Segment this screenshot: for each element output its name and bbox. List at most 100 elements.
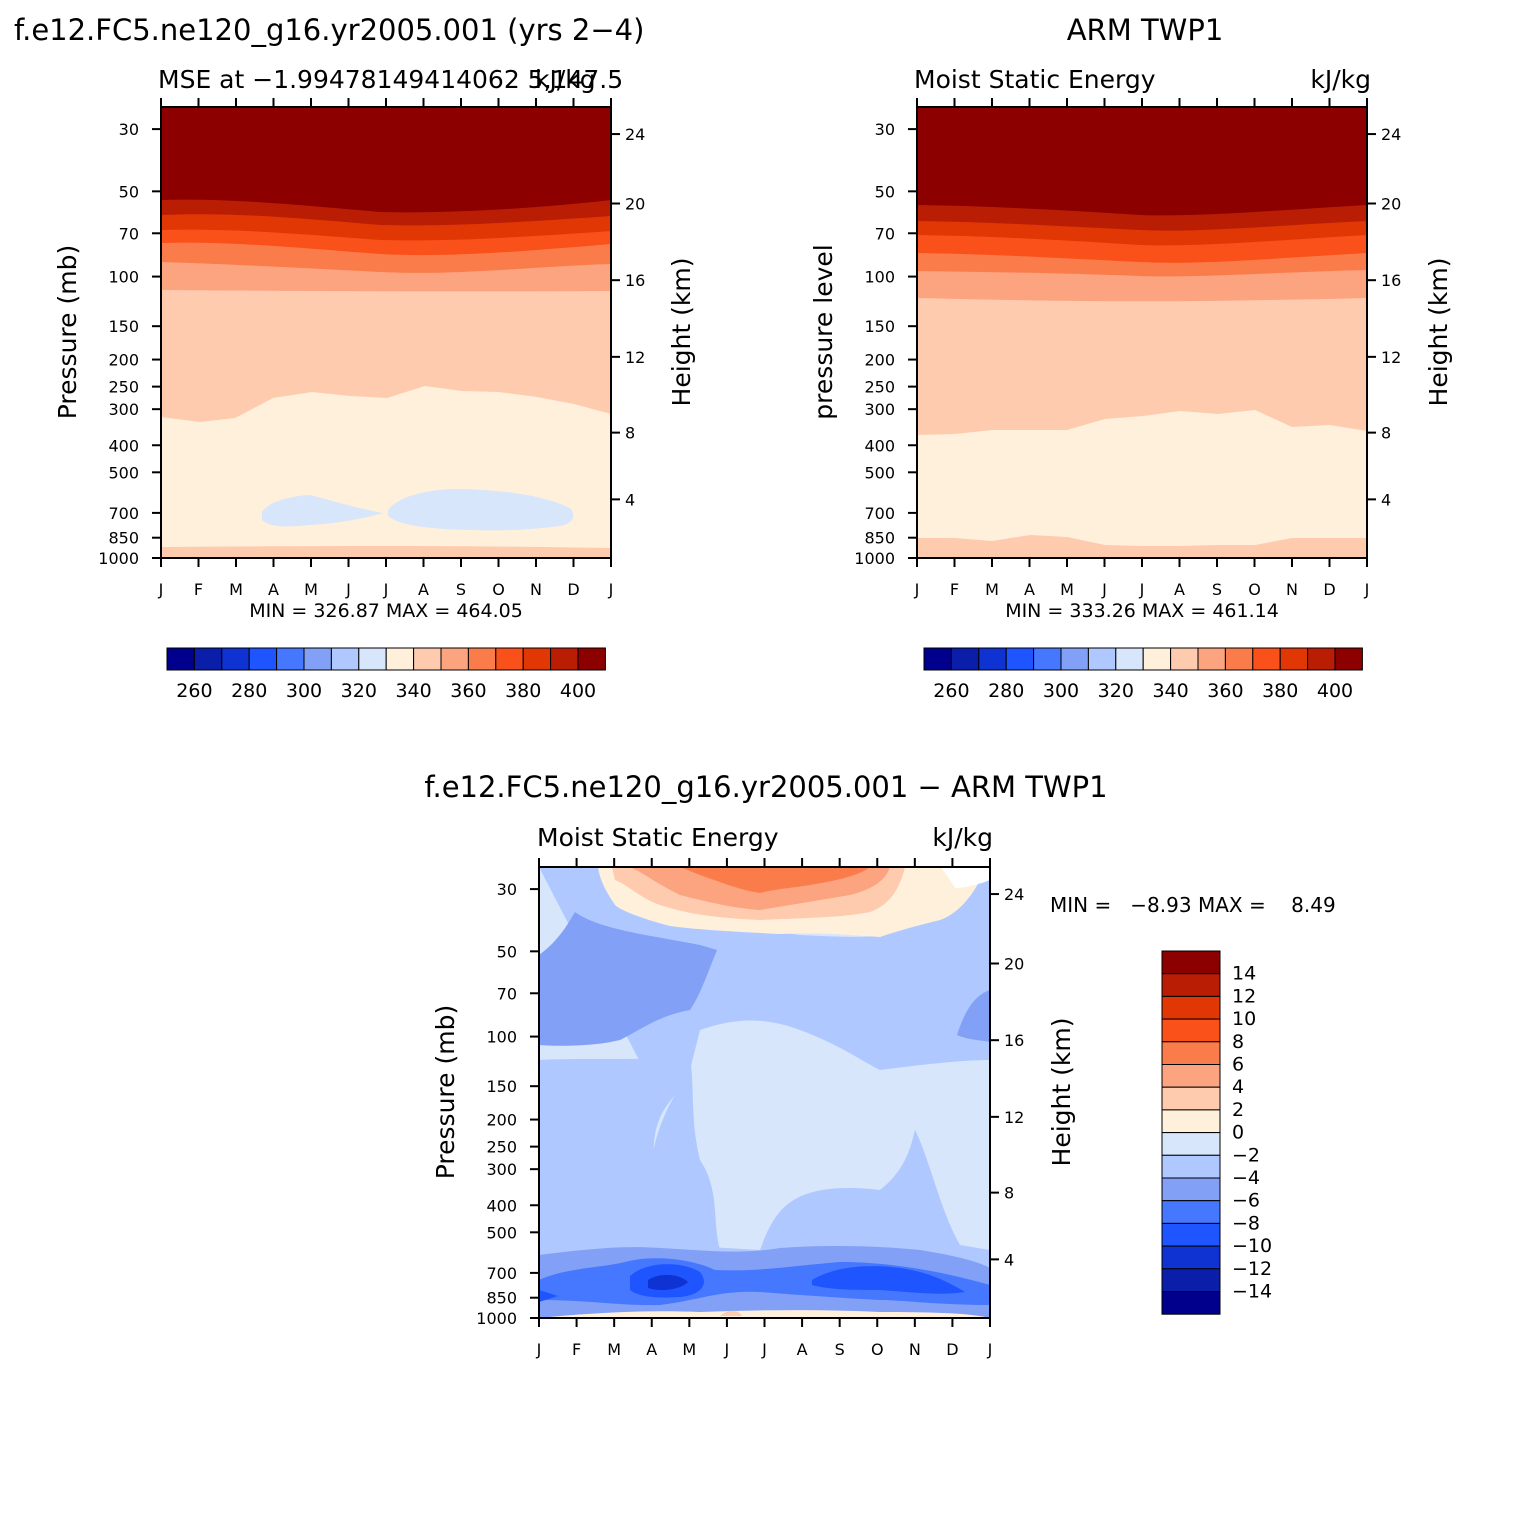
x-tick-label: J (345, 580, 351, 599)
contour-fill-surface-pos-small (720, 1310, 742, 1316)
y-tick-label: 300 (864, 400, 895, 419)
colorbar-label: −6 (1232, 1190, 1260, 1212)
colorbar-label: 300 (286, 680, 322, 702)
colorbar-swatch (950, 647, 980, 671)
panel-left-label: Moist Static Energy (537, 823, 779, 852)
colorbar-swatch (467, 647, 497, 671)
y-tick-label: 200 (108, 351, 139, 370)
colorbar-label: 6 (1232, 1054, 1244, 1076)
contour-field (917, 107, 1367, 558)
height-tick-label: 16 (1004, 1031, 1024, 1050)
y-tick-label: 400 (108, 436, 139, 455)
panel-right-label: kJ/kg (535, 65, 596, 94)
colorbar-label: −10 (1232, 1235, 1272, 1257)
contour-fill-m12-m10 (648, 1274, 688, 1290)
y-tick-label: 850 (108, 529, 139, 548)
contour-field (161, 107, 611, 558)
y-tick-label: 30 (875, 120, 895, 139)
colorbar: 260 280 300 320 340 360 380 400 (923, 647, 1363, 702)
panel-title: f.e12.FC5.ne120_g16.yr2005.001 (yrs 2−4) (14, 13, 644, 47)
x-tick-label: M (1060, 580, 1074, 599)
colorbar-swatch (440, 647, 469, 671)
colorbar-label: −12 (1232, 1258, 1272, 1280)
panel-left-label: MSE at −1.99478149414062 5,147.5 (158, 65, 623, 94)
x-tick-label: M (985, 580, 999, 599)
x-tick-label: J (1139, 580, 1145, 599)
colorbar-swatch (1197, 647, 1226, 671)
contour-fill-m6-m4 (539, 912, 717, 1046)
colorbar-swatch (577, 647, 606, 671)
colorbar-swatch (358, 647, 387, 671)
panel-model: f.e12.FC5.ne120_g16.yr2005.001 (yrs 2−4)… (14, 13, 696, 702)
x-tick-label: M (304, 580, 318, 599)
colorbar-swatch (303, 647, 332, 671)
colorbar-swatch (1060, 647, 1089, 671)
y-tick-label: 70 (119, 224, 139, 243)
x-tick-label: A (268, 580, 279, 599)
colorbar-label: 400 (560, 680, 596, 702)
y-tick-label: 200 (864, 351, 895, 370)
height-tick-label: 12 (1381, 348, 1401, 367)
colorbar-label: −8 (1232, 1212, 1260, 1234)
y-tick-label: 700 (864, 504, 895, 523)
y-axis-label: Pressure (mb) (431, 1005, 460, 1179)
x-tick-label: A (646, 1340, 657, 1359)
axis-ticks: J F M A M J J A S O N D J 30 50 70 100 150 200 250 300 400 500… (476, 858, 1024, 1359)
colorbar-swatch (1161, 1041, 1221, 1066)
colorbar-label: 360 (1207, 680, 1243, 702)
colorbar-swatch (522, 647, 552, 671)
panel-title: f.e12.FC5.ne120_g16.yr2005.001 − ARM TWP… (424, 770, 1107, 804)
colorbar-swatch (1115, 647, 1144, 671)
x-tick-label: M (682, 1340, 696, 1359)
y-tick-label: 100 (864, 268, 895, 287)
panel-difference: f.e12.FC5.ne120_g16.yr2005.001 − ARM TWP… (424, 770, 1335, 1359)
x-tick-label: A (1024, 580, 1035, 599)
colorbar-swatch (1161, 1018, 1221, 1043)
y-tick-label: 1000 (476, 1309, 517, 1328)
colorbar-swatch (1142, 647, 1172, 671)
height-tick-label: 20 (1381, 195, 1401, 214)
colorbar-label: −2 (1232, 1144, 1260, 1166)
panel-title: ARM TWP1 (1067, 13, 1224, 47)
colorbar-swatch (1005, 647, 1035, 671)
colorbar-swatch (978, 647, 1007, 671)
height-tick-label: 20 (1004, 955, 1024, 974)
y-tick-label: 50 (497, 942, 517, 961)
colorbar-swatch (193, 647, 223, 671)
x-tick-label: S (456, 580, 466, 599)
colorbar-swatch (1170, 647, 1199, 671)
colorbar-swatch (1161, 973, 1221, 997)
x-tick-label: F (572, 1340, 581, 1359)
colorbar-label: −4 (1232, 1167, 1260, 1189)
colorbar-swatch (1307, 647, 1336, 671)
colorbar-label: 400 (1317, 680, 1353, 702)
colorbar-label: 10 (1232, 1008, 1256, 1030)
y-tick-label: 300 (486, 1160, 517, 1179)
y-tick-label: 70 (875, 224, 895, 243)
y-tick-label: 100 (486, 1028, 517, 1047)
contour-fill-m4-m2-mid (639, 1058, 720, 1250)
contour-pocket-320-a (262, 495, 383, 527)
contour-field (539, 867, 990, 1318)
y-tick-label: 250 (864, 378, 895, 397)
y-tick-label: 50 (119, 182, 139, 201)
x-tick-label: D (567, 580, 579, 599)
colorbar-swatch (923, 647, 952, 671)
colorbar-label: 8 (1232, 1031, 1244, 1053)
height-tick-label: 24 (1381, 125, 1401, 144)
y-axis-right-label: Height (km) (1047, 1018, 1076, 1167)
colorbar-swatch (1033, 647, 1062, 671)
x-tick-label: A (1174, 580, 1185, 599)
x-tick-label: J (1364, 580, 1370, 599)
contour-fill-white-top-right (940, 867, 990, 888)
colorbar-label: 14 (1232, 963, 1256, 985)
y-tick-label: 150 (864, 317, 895, 336)
y-tick-label: 1000 (98, 549, 139, 568)
colorbar-swatch (1161, 1291, 1221, 1315)
x-tick-label: M (229, 580, 243, 599)
x-tick-label: D (946, 1340, 958, 1359)
x-tick-label: O (492, 580, 505, 599)
colorbar-label: −14 (1232, 1281, 1272, 1303)
height-tick-label: 8 (1381, 424, 1391, 443)
minmax-text: MIN = 333.26 MAX = 461.14 (1005, 600, 1279, 622)
